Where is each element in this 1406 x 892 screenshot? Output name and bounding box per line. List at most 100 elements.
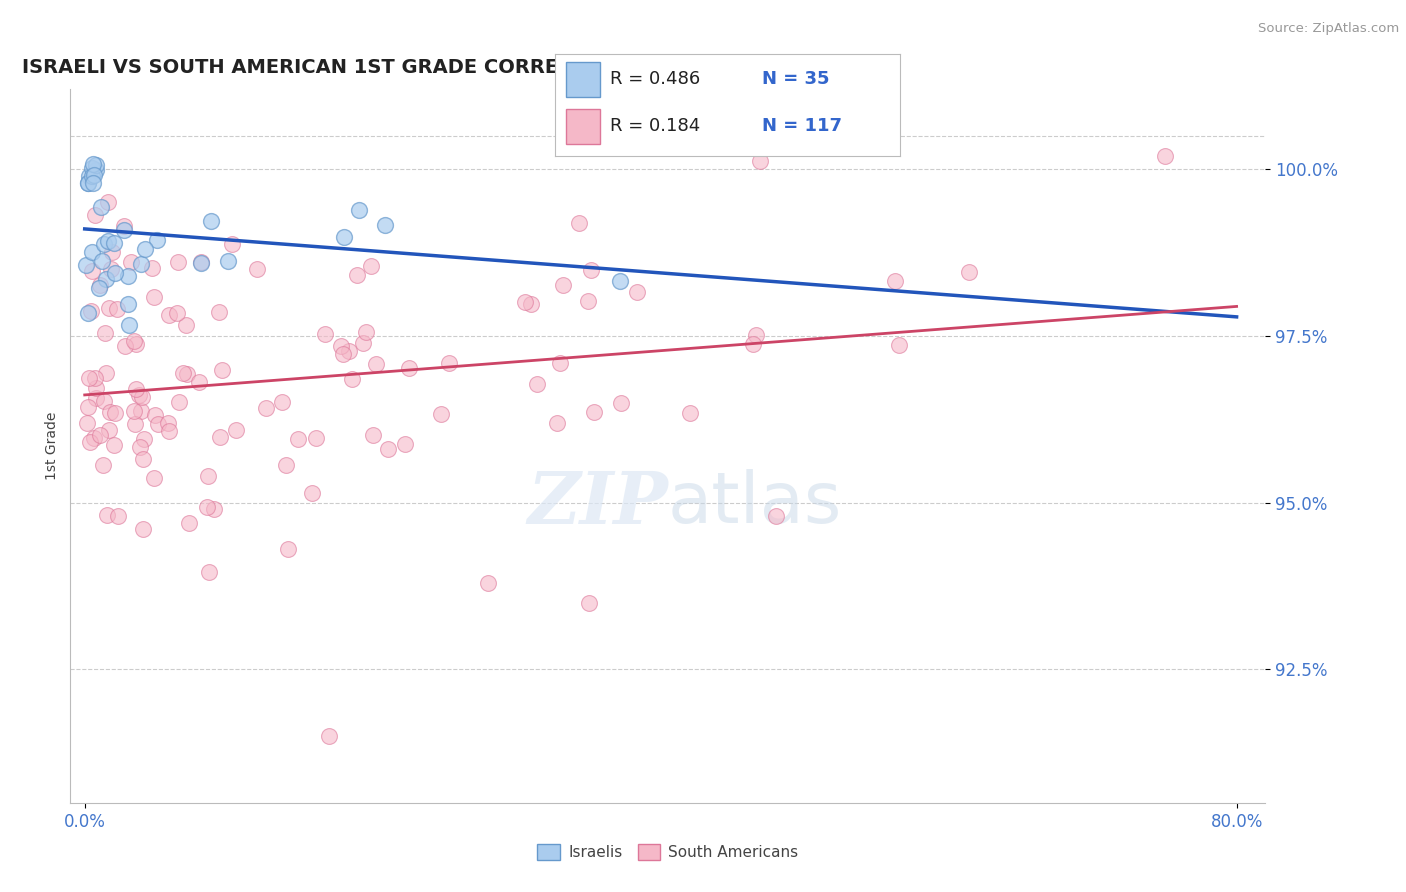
Point (112, 219, 135, 233)
Text: N = 35: N = 35 (762, 70, 830, 88)
Y-axis label: 1st Grade: 1st Grade (45, 412, 59, 480)
Point (96, 195, 118, 210)
Point (217, 253, 239, 268)
Point (93, 394, 115, 409)
Text: R = 0.184: R = 0.184 (610, 118, 700, 136)
Point (519, 297, 541, 311)
Point (84, 158, 107, 172)
Point (221, 237, 243, 252)
Point (339, 343, 361, 358)
Point (198, 566, 221, 580)
Point (360, 259, 382, 273)
Point (546, 416, 568, 430)
Bar (565, 109, 600, 144)
Point (197, 469, 219, 483)
Point (513, 294, 536, 309)
Point (77, 371, 100, 385)
Point (125, 337, 148, 351)
Point (352, 335, 374, 350)
Point (271, 394, 294, 409)
Point (101, 245, 124, 260)
Point (314, 326, 336, 341)
Point (142, 290, 165, 304)
Point (332, 347, 354, 361)
Text: ZIP: ZIP (527, 467, 668, 539)
Text: R = 0.486: R = 0.486 (610, 70, 700, 88)
Point (107, 509, 129, 524)
Point (98, 405, 121, 419)
Point (609, 274, 631, 288)
Point (301, 486, 323, 500)
Point (84, 163, 107, 178)
Point (361, 428, 384, 442)
Point (129, 257, 152, 271)
Point (82, 157, 104, 171)
Point (159, 424, 181, 438)
Point (132, 522, 155, 536)
Point (77, 400, 100, 414)
Point (957, 265, 980, 279)
Point (143, 470, 166, 484)
Point (83, 431, 105, 445)
Point (143, 408, 166, 422)
Point (118, 318, 141, 332)
Text: Source: ZipAtlas.com: Source: ZipAtlas.com (1258, 22, 1399, 36)
Point (172, 367, 194, 381)
Point (134, 433, 156, 447)
Point (276, 458, 298, 472)
Point (883, 274, 905, 288)
Point (141, 260, 163, 275)
Point (156, 416, 179, 430)
Point (579, 262, 602, 277)
Point (104, 266, 127, 280)
Point (80, 303, 103, 318)
Point (117, 269, 139, 284)
Point (190, 255, 212, 269)
Point (82, 244, 104, 259)
Point (83, 168, 105, 182)
Point (209, 430, 232, 444)
Point (318, 729, 340, 743)
Text: ISRAELI VS SOUTH AMERICAN 1ST GRADE CORRELATION CHART: ISRAELI VS SOUTH AMERICAN 1ST GRADE CORR… (22, 57, 718, 77)
Point (80, 161, 103, 175)
Point (190, 255, 212, 269)
Point (679, 406, 702, 420)
Point (887, 338, 910, 352)
Point (166, 254, 188, 268)
Point (79, 435, 101, 450)
Point (1153, 149, 1175, 163)
Point (94, 271, 117, 285)
Point (112, 223, 135, 237)
Point (568, 216, 591, 230)
Point (225, 424, 247, 438)
Point (128, 388, 150, 402)
Point (93, 237, 115, 252)
Point (374, 218, 396, 232)
Point (176, 318, 198, 332)
Point (122, 334, 145, 348)
Point (82, 169, 104, 183)
Point (103, 236, 125, 251)
Point (333, 230, 356, 244)
Point (749, 154, 772, 169)
Point (84, 381, 107, 395)
Point (75, 258, 97, 272)
Point (167, 395, 190, 409)
Point (98, 423, 121, 437)
Point (166, 306, 188, 320)
Point (84, 391, 107, 405)
Point (200, 214, 222, 228)
Point (104, 406, 127, 420)
Legend: Israelis, South Americans: Israelis, South Americans (531, 838, 804, 866)
Point (347, 202, 370, 217)
Point (202, 502, 225, 516)
Point (77, 176, 100, 190)
Point (105, 302, 128, 317)
Point (287, 432, 309, 446)
Point (195, 500, 218, 514)
Point (176, 368, 198, 382)
Point (208, 304, 231, 318)
Point (477, 575, 499, 590)
Point (124, 417, 146, 431)
Point (83, 371, 105, 385)
